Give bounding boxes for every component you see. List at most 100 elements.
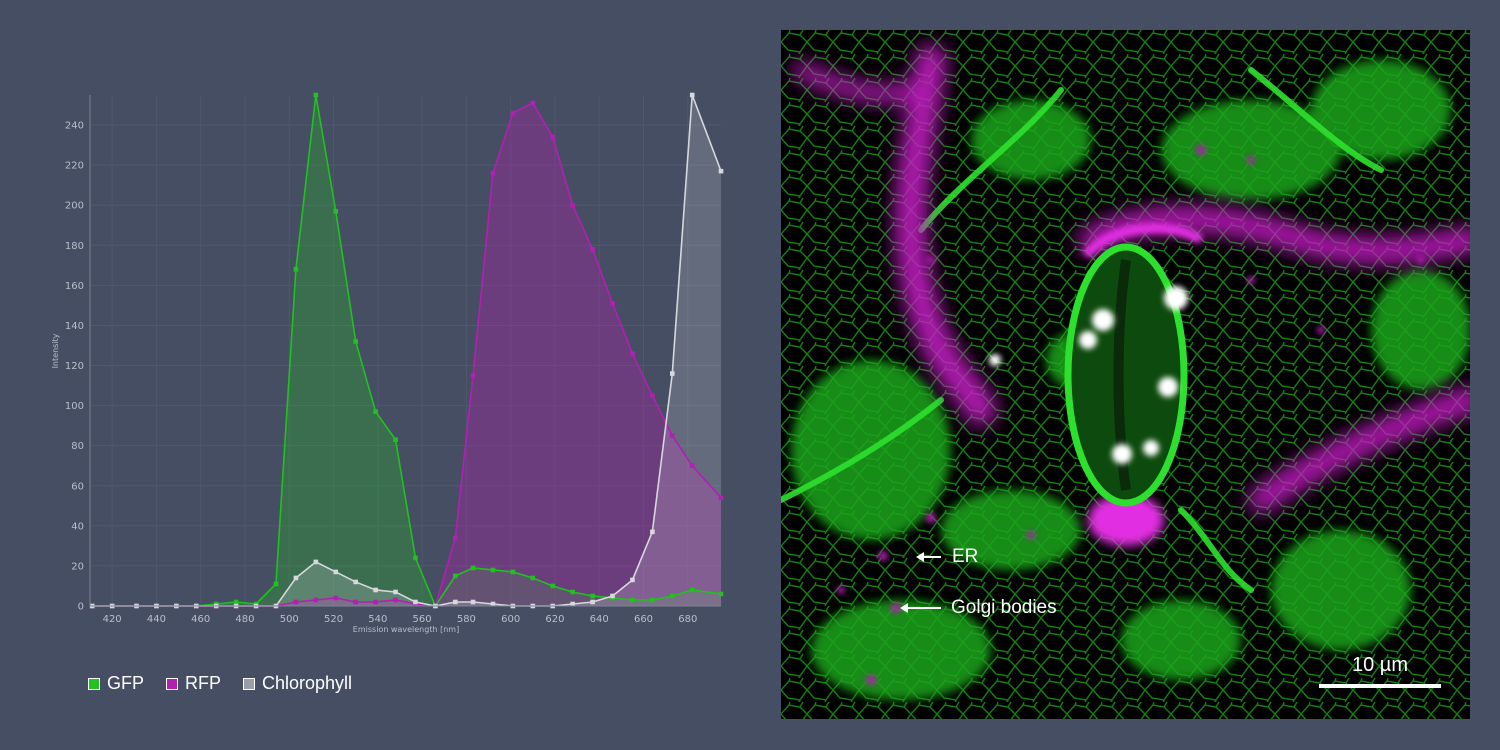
y-tick-label: 120 [65, 361, 84, 372]
scale-bar-label: 10 µm [1352, 654, 1408, 676]
point-gfp [650, 597, 655, 603]
rfp-signal [792, 44, 1470, 513]
tick-labels: 0 20 40 60 80 100 120 140 160 180 200 220 240 420 440 4… [65, 121, 697, 625]
point-gfp [590, 593, 595, 599]
point-rfp [510, 110, 516, 116]
point-chlorophyll [313, 559, 319, 565]
area-rfp [92, 103, 721, 606]
point-rfp [313, 597, 319, 603]
x-tick-label: 420 [103, 614, 122, 625]
legend-item-chlorophyll: Chlorophyll [243, 673, 352, 694]
legend-item-gfp: GFP [88, 673, 144, 694]
grid [90, 95, 721, 607]
area-chlorophyll [92, 95, 721, 606]
y-tick-label: 140 [65, 321, 84, 332]
y-tick-label: 220 [65, 161, 84, 172]
point-gfp [718, 591, 724, 597]
legend-swatch-rfp [166, 677, 179, 690]
point-rfp [630, 351, 635, 356]
chart-svg: 0 20 40 60 80 100 120 140 160 180 200 220 240 420 440 4… [51, 92, 724, 634]
point-rfp [373, 599, 378, 605]
x-tick-label: 680 [678, 614, 697, 625]
legend-label-rfp: RFP [185, 673, 222, 693]
y-tick-label: 200 [65, 201, 84, 212]
point-gfp [630, 597, 635, 603]
scale-bar [1319, 684, 1441, 688]
x-tick-label: 500 [280, 614, 299, 625]
y-tick-label: 80 [71, 441, 84, 452]
point-gfp [669, 593, 675, 599]
x-tick-label: 560 [413, 614, 432, 625]
point-rfp [718, 495, 724, 501]
point-gfp [453, 573, 458, 579]
legend-item-rfp: RFP [166, 673, 221, 694]
confocal-micrograph: ER Golgi bodies 10 µm [781, 30, 1470, 719]
point-gfp [273, 581, 279, 587]
y-tick-label: 0 [78, 602, 84, 613]
point-chlorophyll [610, 593, 615, 599]
chloroplasts [989, 286, 1188, 464]
point-rfp [669, 433, 675, 438]
y-tick-label: 240 [65, 121, 84, 132]
point-gfp [373, 409, 378, 414]
point-gfp [233, 599, 239, 605]
x-tick-label: 480 [235, 614, 254, 625]
x-tick-label: 460 [191, 614, 210, 625]
point-rfp [530, 100, 536, 106]
point-gfp [530, 575, 536, 581]
series-areas [92, 95, 721, 606]
x-tick-label: 660 [634, 614, 653, 625]
er-strands [781, 67, 1384, 593]
point-chlorophyll [718, 168, 724, 174]
axes [89, 95, 721, 607]
y-tick-label: 60 [71, 481, 84, 492]
legend-swatch-chlorophyll [243, 677, 256, 690]
point-rfp [689, 463, 695, 469]
point-rfp [393, 597, 398, 603]
er-label: ER [952, 546, 979, 567]
x-axis-title: Emission wavelength [nm] [353, 625, 459, 634]
point-gfp [293, 267, 299, 272]
golgi-bodies [837, 145, 1425, 685]
rfp-lower-blob [1088, 494, 1164, 546]
point-rfp [550, 134, 556, 140]
point-chlorophyll [293, 575, 299, 581]
point-gfp [470, 565, 476, 571]
point-chlorophyll [373, 587, 378, 593]
emission-spectrum-chart: 0 20 40 60 80 100 120 140 160 180 200 220 240 420 440 4… [51, 92, 724, 694]
x-tick-label: 600 [501, 614, 520, 625]
green-cytoplasm [791, 60, 1470, 700]
legend-label-gfp: GFP [107, 673, 145, 693]
point-chlorophyll [333, 569, 339, 575]
point-gfp [570, 589, 575, 595]
point-chlorophyll [570, 601, 575, 607]
point-rfp [590, 247, 595, 252]
micrograph-image [781, 30, 1470, 719]
golgi-label: Golgi bodies [951, 597, 1057, 618]
point-rfp [333, 595, 339, 601]
point-gfp [689, 587, 695, 593]
y-tick-label: 100 [65, 401, 84, 412]
point-rfp [293, 599, 299, 605]
point-chlorophyll [650, 529, 655, 535]
point-rfp [650, 393, 655, 398]
legend-swatch-gfp [88, 677, 100, 690]
point-rfp [453, 535, 458, 541]
point-gfp [313, 92, 319, 98]
point-gfp [550, 583, 556, 589]
x-tick-label: 520 [324, 614, 343, 625]
point-chlorophyll [490, 601, 496, 607]
point-gfp [510, 569, 516, 575]
y-tick-label: 180 [65, 241, 84, 252]
x-tick-label: 620 [545, 614, 564, 625]
point-rfp [353, 599, 358, 605]
y-axis-title: Intensity [51, 333, 60, 368]
point-rfp [570, 202, 575, 208]
point-rfp [610, 301, 615, 306]
point-gfp [490, 567, 496, 573]
x-tick-label: 440 [147, 614, 166, 625]
point-chlorophyll [393, 589, 398, 595]
er-arrow [916, 552, 941, 562]
point-rfp [490, 170, 496, 176]
x-tick-label: 640 [590, 614, 609, 625]
